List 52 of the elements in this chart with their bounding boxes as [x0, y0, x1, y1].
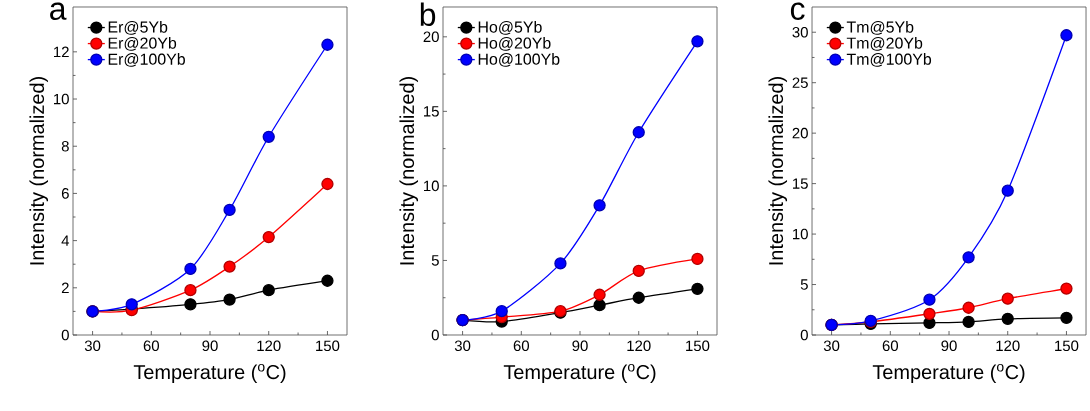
y-tick-label: 5 — [431, 255, 439, 266]
y-tick-label: 25 — [792, 77, 808, 88]
legend-label: Ho@5Yb — [478, 21, 542, 35]
y-tick-label: 0 — [800, 329, 808, 341]
chart-title: b — [420, 2, 436, 26]
y-tick-label: 8 — [61, 140, 69, 152]
x-tick-label: 60 — [882, 340, 899, 352]
x-tick-label: 30 — [84, 340, 101, 352]
x-axis-title: Temperature ($^{o}$C) — [133, 363, 286, 384]
y-tick-label: 10 — [793, 228, 808, 240]
y-tick-label: 0 — [431, 329, 439, 341]
x-tick-label: 90 — [572, 340, 588, 352]
x-tick-label: 30 — [823, 340, 840, 352]
y-tick-label: 0 — [61, 329, 69, 341]
y-tick-label: 20 — [792, 127, 808, 139]
legend-label: Er@5Yb — [108, 21, 168, 35]
x-tick-label: 90 — [941, 340, 957, 352]
x-tick-label: 150 — [316, 340, 340, 352]
legend-label: Ho@20Yb — [478, 37, 551, 51]
y-tick-label: 5 — [800, 279, 808, 290]
x-tick-label: 90 — [202, 340, 218, 352]
x-tick-label: 150 — [686, 340, 710, 352]
y-tick-label: 2 — [61, 282, 69, 294]
legend-label: Er@20Yb — [108, 37, 177, 51]
x-tick-label: 150 — [1055, 340, 1079, 352]
y-tick-label: 15 — [424, 106, 439, 117]
x-tick-label: 120 — [257, 340, 281, 352]
y-tick-label: 6 — [61, 188, 69, 199]
legend-label: Tm@20Yb — [846, 37, 923, 51]
x-axis-title: Temperature ($^{o}$C) — [872, 363, 1025, 384]
x-tick-label: 30 — [454, 340, 471, 352]
y-axis-title: Intensity (normalized) — [29, 77, 49, 265]
y-tick-label: 10 — [54, 93, 69, 105]
x-tick-label: 120 — [627, 340, 651, 352]
legend-label: Tm@5Yb — [846, 21, 914, 35]
legend-label: Ho@100Yb — [478, 53, 560, 67]
legend-label: Er@100Yb — [108, 53, 185, 67]
y-axis-title: Intensity (normalized) — [399, 77, 419, 265]
y-tick-label: 10 — [424, 180, 439, 192]
x-tick-label: 60 — [143, 340, 160, 352]
x-axis-title: Temperature ($^{o}$C) — [503, 363, 656, 384]
y-tick-label: 20 — [423, 31, 439, 43]
y-tick-label: 4 — [61, 235, 70, 246]
y-tick-label: 12 — [54, 46, 69, 58]
legend-label: Tm@100Yb — [846, 53, 932, 67]
y-axis-title: Intensity (normalized) — [768, 77, 788, 265]
x-tick-label: 60 — [513, 340, 530, 352]
y-tick-label: 15 — [793, 178, 808, 189]
chart-title: c — [790, 2, 805, 20]
x-tick-label: 120 — [996, 340, 1020, 352]
chart-title: a — [50, 2, 67, 21]
y-tick-label: 30 — [792, 26, 808, 38]
